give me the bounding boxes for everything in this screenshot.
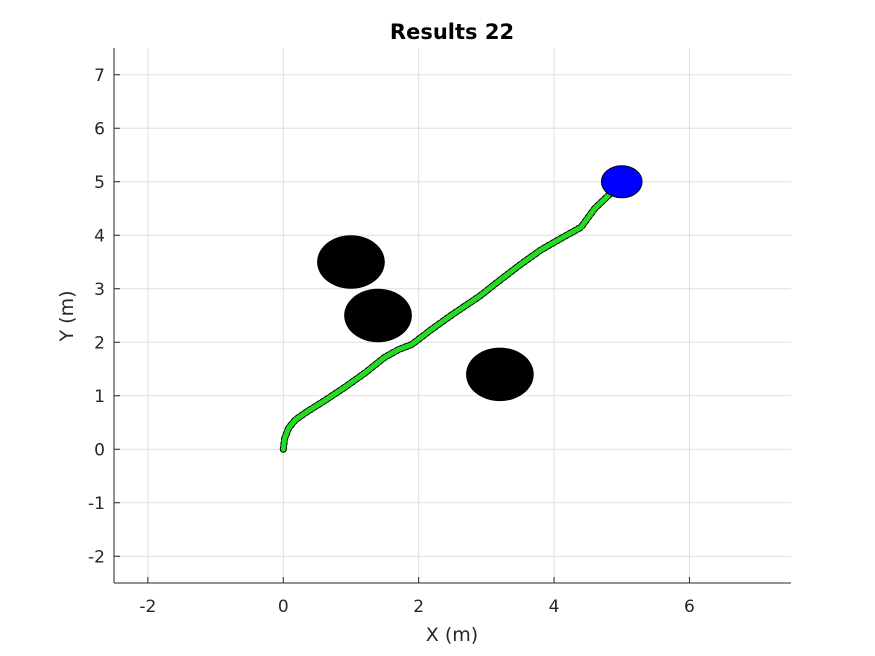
- y-tick-label: 2: [94, 333, 105, 353]
- y-tick-label: 7: [94, 66, 105, 86]
- chart-title: Results 22: [390, 20, 514, 44]
- y-axis-label: Y (m): [56, 291, 78, 343]
- obstacle-circle: [466, 347, 534, 402]
- grid: [114, 48, 791, 583]
- x-tick-label: -2: [139, 597, 156, 617]
- y-tick-label: 3: [94, 280, 105, 300]
- trajectory-path: [279, 188, 616, 453]
- path-line: [280, 189, 615, 452]
- y-tick-label: 0: [94, 440, 105, 460]
- y-tick-label: 6: [94, 119, 105, 139]
- obstacle-circle: [317, 235, 385, 289]
- obstacles: [317, 235, 534, 402]
- obstacle-circle: [344, 288, 412, 343]
- y-tick-label: 4: [94, 226, 105, 246]
- x-tick-label: 6: [684, 597, 695, 617]
- x-tick-label: 2: [413, 597, 424, 617]
- goal-marker: [600, 165, 643, 199]
- x-tick-label: 4: [549, 597, 560, 617]
- x-axis-label: X (m): [426, 624, 478, 646]
- axes: [113, 48, 791, 584]
- goal-circle: [600, 165, 643, 199]
- y-tick-label: 5: [94, 173, 105, 193]
- x-tick-label: 0: [278, 597, 289, 617]
- tick-labels: -2 0 2 4 6 -2 -1 0 1 2 3 4 5 6 7: [88, 66, 695, 617]
- y-tick-label: -1: [88, 494, 105, 514]
- y-tick-label: -2: [88, 547, 105, 567]
- y-tick-label: 1: [94, 387, 105, 407]
